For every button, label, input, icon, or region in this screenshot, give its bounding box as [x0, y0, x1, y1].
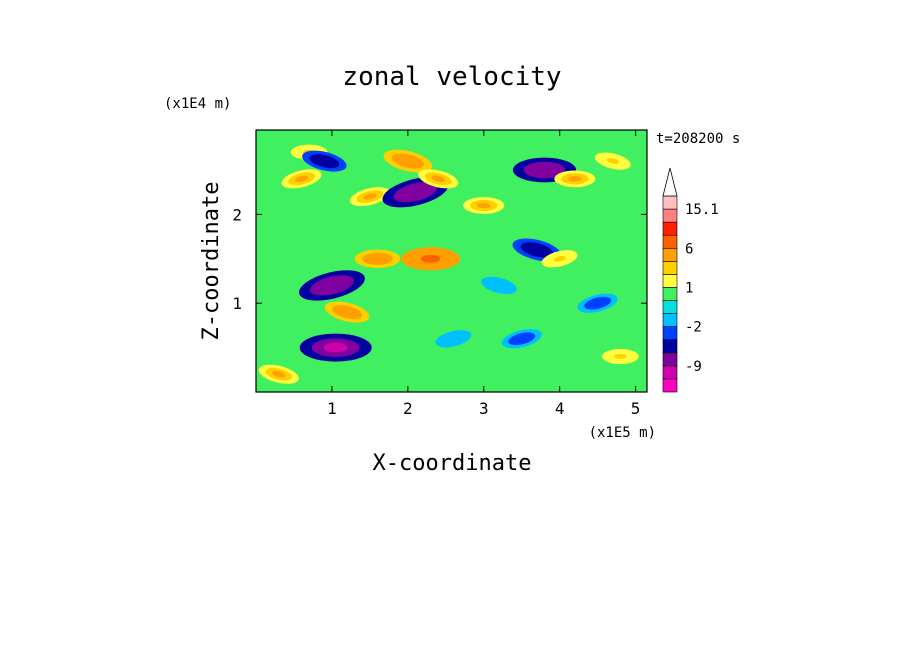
x-tick-label: 1	[327, 399, 337, 418]
y-tick-label: 1	[232, 294, 242, 313]
colorbar-swatch	[662, 221, 678, 236]
x-tick-label: 2	[403, 399, 413, 418]
field-feature	[383, 149, 433, 173]
field-feature	[602, 348, 639, 365]
contour-band	[339, 308, 355, 316]
contour-band	[528, 246, 546, 254]
colorbar-tick-label: 6	[685, 241, 693, 257]
colorbar-swatch	[662, 208, 678, 223]
colorbar-tick-label: 15.1	[685, 202, 719, 218]
field-feature	[594, 152, 631, 170]
colorbar-swatch	[662, 365, 678, 380]
field-feature	[354, 249, 401, 268]
field-feature	[349, 187, 390, 207]
contour-band	[568, 176, 582, 182]
field-feature	[302, 150, 347, 172]
contour-band	[369, 255, 386, 262]
y-axis-label: Z-coordinate	[199, 182, 224, 341]
colorbar-swatch	[662, 352, 678, 367]
field-feature	[554, 170, 596, 188]
contour-band	[320, 280, 343, 291]
contour-band	[476, 202, 491, 209]
field-feature	[401, 247, 461, 271]
y-tick-label: 2	[232, 205, 242, 224]
colorbar-tick-label: -9	[685, 359, 702, 375]
colorbar-swatch	[662, 300, 678, 314]
field-feature	[463, 197, 505, 214]
contour-band	[431, 175, 445, 183]
chart-title: zonal velocity	[342, 62, 561, 92]
field-feature	[258, 364, 299, 384]
colorbar-swatch	[662, 234, 678, 249]
colorbar-swatch	[662, 326, 678, 341]
contour-band	[363, 193, 377, 200]
x-tick-label: 5	[631, 399, 641, 418]
y-axis-ticks: 12	[232, 205, 647, 313]
colorbar-tick-label: 1	[685, 280, 693, 296]
colorbar-swatch	[662, 339, 678, 354]
contour-band	[614, 353, 627, 360]
colorbar-swatch	[662, 274, 678, 288]
contour-band	[590, 300, 605, 307]
contour-band	[399, 157, 416, 165]
contour-band	[272, 371, 286, 378]
contour-band	[420, 254, 441, 263]
contour-band	[606, 158, 619, 164]
field-feature	[541, 250, 578, 268]
x-unit-label: (x1E5 m)	[589, 425, 656, 441]
contour-band	[515, 335, 529, 342]
field-feature	[298, 270, 365, 301]
field-feature	[418, 169, 459, 189]
contour-band	[323, 342, 348, 353]
field-feature	[324, 301, 370, 323]
field-feature	[299, 333, 372, 362]
field-feature	[435, 330, 472, 348]
colorbar-swatch	[662, 247, 678, 262]
x-axis-ticks: 1 2 3 4 5	[327, 130, 640, 418]
plot-frame	[255, 129, 648, 393]
x-tick-label: 4	[555, 399, 565, 418]
colorbar: 15.1 6 1 -2 -9	[662, 167, 719, 393]
contour-band	[492, 282, 505, 289]
velocity-field	[256, 130, 647, 392]
y-unit-label: (x1E4 m)	[164, 96, 231, 112]
contour-band	[553, 255, 566, 262]
colorbar-swatch	[662, 287, 678, 301]
field-feature	[481, 276, 517, 295]
contour-band	[316, 157, 332, 165]
colorbar-swatch	[662, 195, 678, 210]
field-feature	[577, 293, 618, 313]
contour-band	[294, 175, 309, 183]
colorbar-extend-arrow	[662, 167, 678, 197]
contour-band	[533, 165, 556, 175]
colorbar-tick-label: -2	[685, 320, 702, 336]
contour-band	[447, 335, 460, 342]
contour-band	[404, 187, 427, 198]
field-feature	[281, 169, 322, 189]
colorbar-swatch	[662, 261, 678, 275]
x-tick-label: 3	[479, 399, 489, 418]
colorbar-swatch	[662, 313, 678, 327]
field-feature	[501, 329, 542, 349]
colorbar-swatch	[662, 378, 678, 393]
time-label: t=208200 s	[656, 131, 740, 147]
x-axis-label: X-coordinate	[373, 451, 532, 476]
